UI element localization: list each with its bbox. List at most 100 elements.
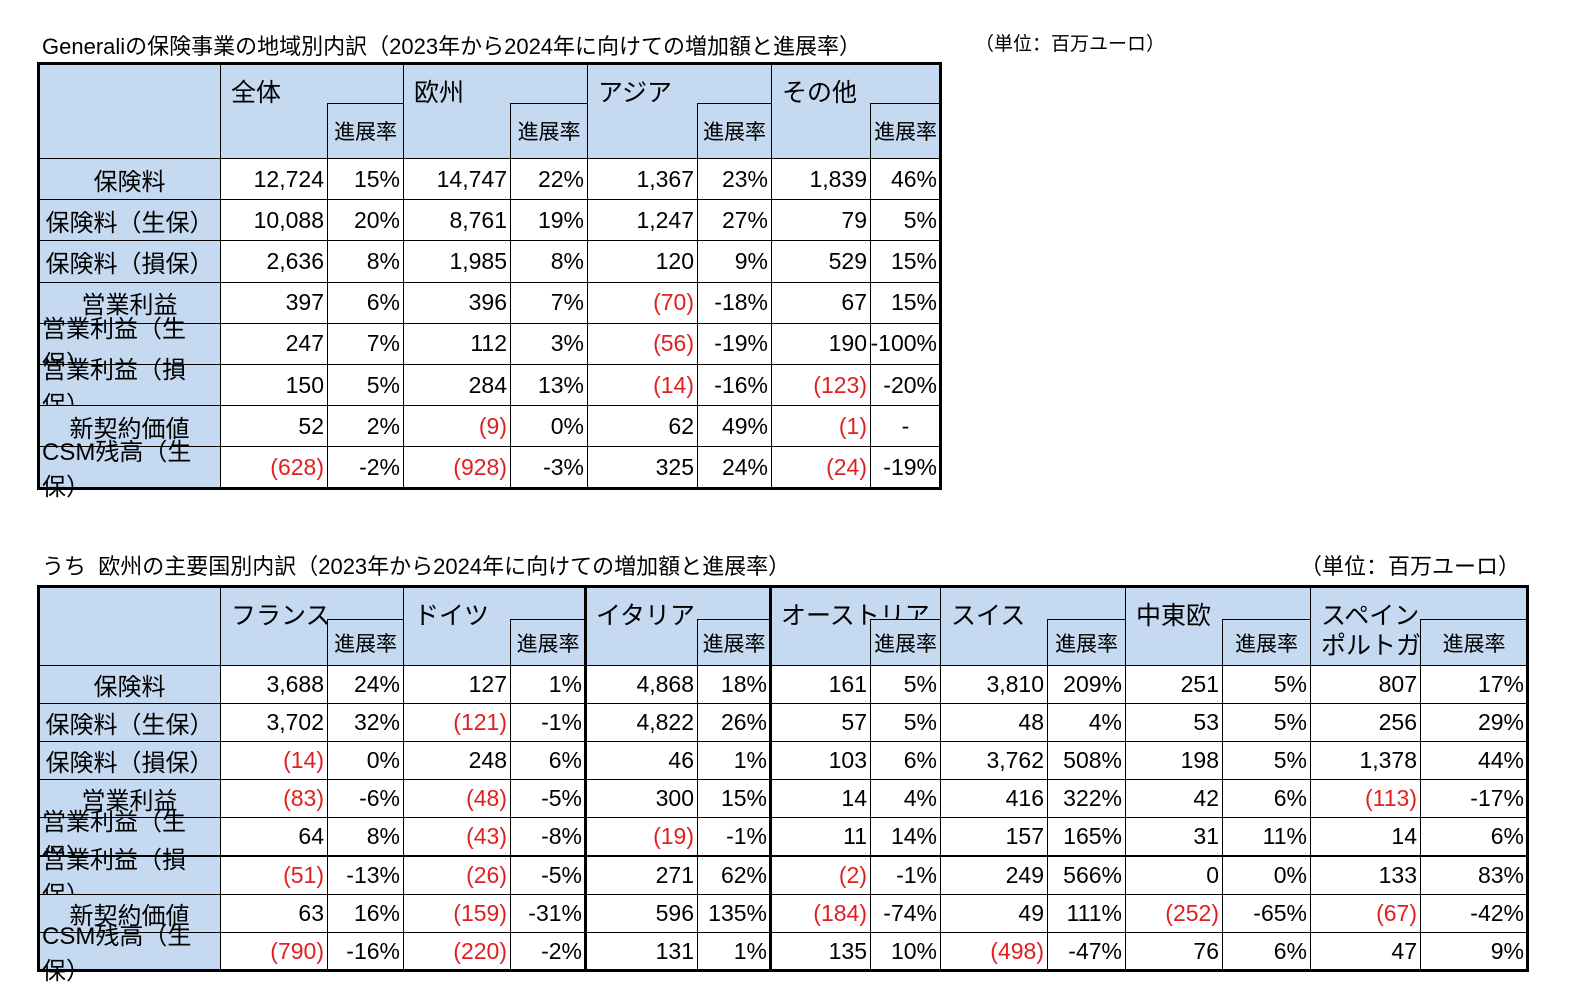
sub-header: 進展率: [1047, 619, 1126, 666]
data-cell: -: [870, 405, 941, 448]
data-cell: 5%: [870, 703, 941, 743]
data-cell: 15%: [327, 158, 404, 201]
data-cell: 6%: [327, 281, 404, 324]
data-cell: 9%: [1420, 931, 1528, 971]
data-cell: 161: [770, 665, 871, 705]
unit-label: （単位：百万ユーロ）: [975, 34, 1166, 55]
data-cell: 1%: [697, 741, 771, 781]
sub-header: 進展率: [697, 103, 772, 159]
data-cell: (19): [585, 817, 698, 857]
data-cell: 508%: [1047, 741, 1126, 781]
row-label: 保険料（生保）: [38, 199, 221, 242]
data-cell: (14): [587, 364, 698, 407]
sub-header: 進展率: [327, 619, 404, 666]
data-cell: 3,702: [220, 703, 328, 743]
data-cell: 284: [403, 364, 511, 407]
data-cell: 29%: [1420, 703, 1528, 743]
data-cell: 127: [403, 665, 511, 705]
sub-header: 進展率: [510, 103, 588, 159]
sub-header: 進展率: [510, 619, 586, 666]
row-label: 保険料（損保）: [38, 741, 221, 781]
data-cell: 1,985: [403, 240, 511, 283]
data-cell: 248: [403, 741, 511, 781]
data-cell: 4,822: [585, 703, 698, 743]
data-cell: -19%: [870, 446, 941, 489]
data-cell: -13%: [327, 855, 404, 895]
row-label: 営業利益（生保）: [38, 809, 221, 871]
data-cell: -42%: [1420, 893, 1528, 933]
data-cell: 10,088: [220, 199, 328, 242]
data-cell: 4,868: [585, 665, 698, 705]
sub-header: 進展率: [870, 103, 941, 159]
data-cell: 48: [940, 703, 1048, 743]
data-cell: 6%: [1222, 931, 1311, 971]
data-cell: -16%: [327, 931, 404, 971]
data-cell: 165%: [1047, 817, 1126, 857]
data-cell: 271: [585, 855, 698, 895]
data-cell: 5%: [1222, 665, 1311, 705]
data-cell: 135%: [697, 893, 771, 933]
data-cell: 8,761: [403, 199, 511, 242]
data-cell: -1%: [870, 855, 941, 895]
data-cell: 7%: [327, 322, 404, 365]
data-cell: 190: [771, 322, 871, 365]
data-cell: -1%: [697, 817, 771, 857]
data-cell: (252): [1125, 893, 1223, 933]
data-cell: -8%: [510, 817, 586, 857]
data-cell: 63: [220, 893, 328, 933]
data-cell: 62: [587, 405, 698, 448]
data-cell: 10%: [870, 931, 941, 971]
data-cell: (220): [403, 931, 511, 971]
data-cell: 15%: [870, 281, 941, 324]
data-cell: 57: [770, 703, 871, 743]
header-cell: [38, 586, 221, 666]
data-cell: 5%: [870, 199, 941, 242]
data-cell: 131: [585, 931, 698, 971]
data-cell: -2%: [510, 931, 586, 971]
row-label: 営業利益（損保）: [38, 847, 221, 909]
data-cell: 79: [771, 199, 871, 242]
data-cell: 256: [1310, 703, 1421, 743]
group-header: オーストリア: [770, 586, 941, 666]
data-cell: 27%: [697, 199, 772, 242]
data-cell: 47: [1310, 931, 1421, 971]
data-cell: 13%: [510, 364, 588, 407]
row-label: 保険料（損保）: [38, 240, 221, 283]
data-cell: (2): [770, 855, 871, 895]
data-cell: 44%: [1420, 741, 1528, 781]
data-cell: -16%: [697, 364, 772, 407]
data-cell: 7%: [510, 281, 588, 324]
sub-header: 進展率: [327, 103, 404, 159]
data-cell: 1,247: [587, 199, 698, 242]
data-cell: 14,747: [403, 158, 511, 201]
sub-header: 進展率: [870, 619, 941, 666]
data-cell: 4%: [1047, 703, 1126, 743]
data-cell: 3,688: [220, 665, 328, 705]
data-cell: -74%: [870, 893, 941, 933]
data-cell: 62%: [697, 855, 771, 895]
data-cell: 15%: [870, 240, 941, 283]
data-cell: 32%: [327, 703, 404, 743]
data-cell: 5%: [1222, 703, 1311, 743]
data-cell: 397: [220, 281, 328, 324]
data-cell: 0%: [1222, 855, 1311, 895]
data-cell: -31%: [510, 893, 586, 933]
data-cell: 807: [1310, 665, 1421, 705]
data-cell: (628): [220, 446, 328, 489]
data-cell: (70): [587, 281, 698, 324]
data-cell: 23%: [697, 158, 772, 201]
data-cell: 3,810: [940, 665, 1048, 705]
data-cell: 2%: [327, 405, 404, 448]
data-cell: (184): [770, 893, 871, 933]
data-cell: 247: [220, 322, 328, 365]
row-label: 営業利益: [38, 281, 221, 324]
data-cell: 24%: [697, 446, 772, 489]
data-cell: (24): [771, 446, 871, 489]
data-cell: -17%: [1420, 779, 1528, 819]
data-cell: 135: [770, 931, 871, 971]
data-cell: 15%: [697, 779, 771, 819]
row-label: CSM残高（生保）: [38, 439, 221, 501]
data-cell: 16%: [327, 893, 404, 933]
data-cell: (83): [220, 779, 328, 819]
